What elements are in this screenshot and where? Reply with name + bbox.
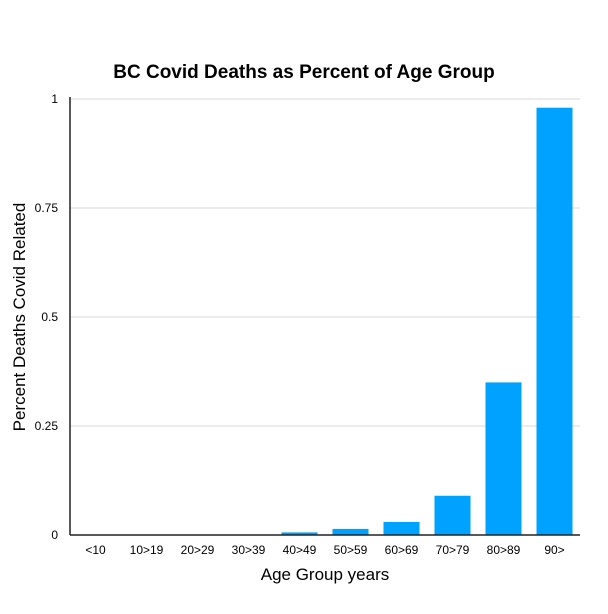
y-tick-label: 0.5 (41, 310, 58, 324)
x-tick-label: 90> (544, 543, 564, 557)
bar-80>89 (485, 382, 522, 535)
x-tick-label: 80>89 (487, 543, 521, 557)
bar-40>49 (281, 532, 318, 535)
chart-title: BC Covid Deaths as Percent of Age Group (113, 62, 495, 83)
x-tick-label: 70>79 (436, 543, 470, 557)
bar-70>79 (434, 495, 471, 535)
x-tick-label: 30>39 (232, 543, 266, 557)
y-tick-label: 0.75 (35, 201, 59, 215)
bar-90> (536, 107, 573, 535)
x-tick-label: 40>49 (283, 543, 317, 557)
x-axis-label: Age Group years (260, 565, 390, 584)
x-tick-label: 50>59 (334, 543, 368, 557)
x-tick-label: 10>19 (130, 543, 164, 557)
y-tick-label: 1 (51, 92, 58, 106)
y-tick-label: 0.25 (35, 419, 59, 433)
y-tick-label: 0 (51, 528, 58, 542)
x-tick-label: 20>29 (181, 543, 215, 557)
x-tick-label: <10 (85, 543, 106, 557)
bar-50>59 (332, 528, 369, 535)
x-tick-label: 60>69 (385, 543, 419, 557)
bar-60>69 (383, 521, 420, 535)
